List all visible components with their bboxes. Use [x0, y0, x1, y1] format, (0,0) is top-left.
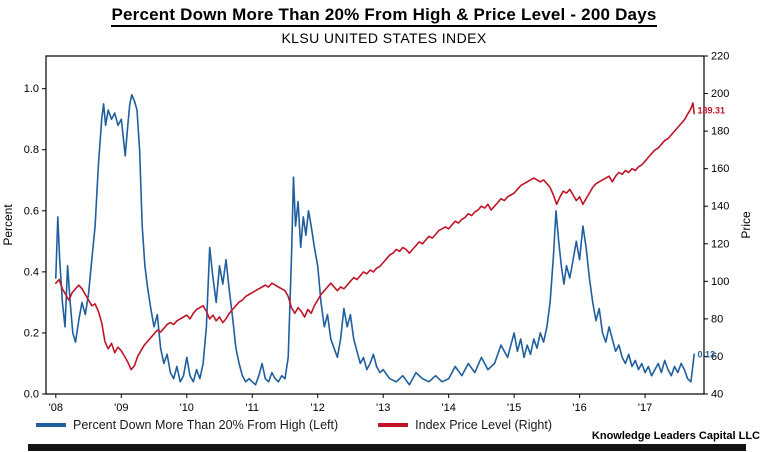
x-tick-label: '09	[114, 402, 128, 414]
x-tick-label: '13	[376, 402, 390, 414]
bottom-bar	[28, 444, 746, 451]
legend-item-price-level: Index Price Level (Right)	[378, 418, 552, 432]
left-tick-label: 0.6	[24, 205, 39, 217]
left-tick-label: 0.2	[24, 327, 39, 339]
chart-legend: Percent Down More Than 20% From High (Le…	[36, 414, 552, 436]
right-tick-label: 140	[711, 201, 729, 213]
blue-line-swatch-icon	[36, 423, 66, 427]
series-line-0	[54, 93, 696, 386]
legend-item-percent-down: Percent Down More Than 20% From High (Le…	[36, 418, 338, 432]
chart-title: Percent Down More Than 20% From High & P…	[0, 5, 768, 27]
left-tick-label: 1.0	[24, 83, 39, 95]
plot-frame	[45, 55, 705, 395]
y-axis-title: Percent	[1, 204, 15, 246]
chart-title-text: Percent Down More Than 20% From High & P…	[111, 5, 657, 27]
right-tick-label: 220	[711, 51, 729, 63]
right-tick-label: 160	[711, 163, 729, 175]
right-tick-label: 120	[711, 238, 729, 250]
x-tick-label: '12	[311, 402, 325, 414]
legend-label-percent-down: Percent Down More Than 20% From High (Le…	[73, 418, 339, 432]
x-tick-label: '14	[441, 402, 455, 414]
right-tick-label: 100	[711, 276, 729, 288]
x-tick-label: '17	[638, 402, 652, 414]
series-line-1	[54, 102, 696, 371]
y2-axis-title: Price	[739, 211, 753, 239]
right-tick-label: 80	[711, 313, 723, 325]
left-tick-label: 0.8	[24, 144, 39, 156]
footer-credit: Knowledge Leaders Capital LLC	[591, 430, 760, 442]
x-tick-label: '15	[507, 402, 521, 414]
x-tick-label: '16	[572, 402, 586, 414]
left-tick-label: 0.0	[24, 389, 39, 401]
right-tick-label: 60	[711, 351, 723, 363]
chart-subtitle: KLSU UNITED STATES INDEX	[281, 30, 487, 46]
value-annotation: 0.13	[697, 349, 715, 359]
left-tick-label: 0.4	[24, 266, 39, 278]
x-tick-label: '10	[180, 402, 194, 414]
x-tick-label: '11	[245, 402, 259, 414]
right-tick-label: 40	[711, 389, 723, 401]
x-tick-label: '08	[49, 402, 63, 414]
value-annotation: 189.31	[697, 105, 725, 115]
red-line-swatch-icon	[378, 423, 409, 427]
chart-plot-area: 0.0 0.2 0.4 0.6 0.8 1.0 40 60 80 100 120 140 160 180 2…	[1, 51, 753, 415]
right-tick-label: 200	[711, 88, 729, 100]
legend-label-price-level: Index Price Level (Right)	[415, 418, 553, 432]
right-tick-label: 180	[711, 126, 729, 138]
